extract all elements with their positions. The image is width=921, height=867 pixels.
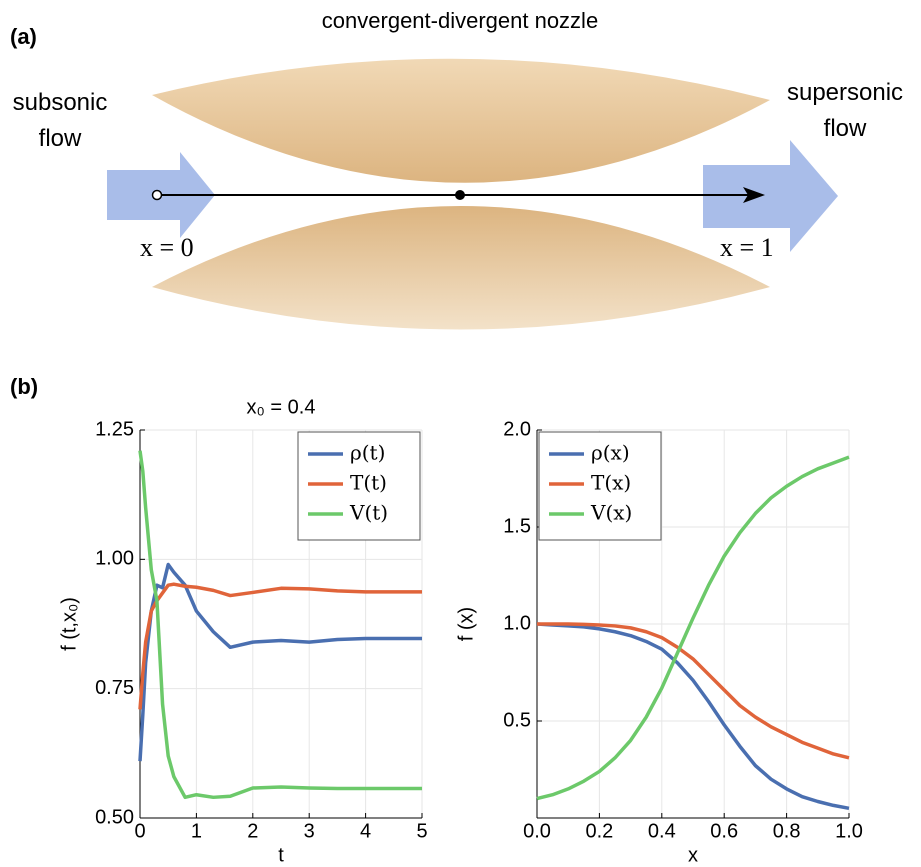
x-tick-label: 0 — [134, 820, 145, 842]
x-axis-label: t — [278, 844, 284, 866]
y-axis-label: f (t,x₀) — [58, 597, 80, 651]
y-tick-label: 0.5 — [503, 709, 531, 731]
x-tick-label: 0.2 — [585, 820, 613, 842]
panel-label: (b) — [10, 374, 38, 399]
legend-label: V(x) — [590, 501, 632, 525]
legend-label: T(t) — [350, 471, 387, 495]
end-label: x = 1 — [720, 233, 774, 262]
line-series — [138, 450, 422, 800]
line-series — [536, 622, 850, 811]
line-series — [537, 622, 850, 760]
chart-title: x₀ = 0.4 — [247, 396, 316, 418]
y-tick-label: 1.25 — [95, 418, 134, 440]
x-tick-label: 0.4 — [648, 820, 676, 842]
line-series — [138, 582, 422, 710]
legend-label: ρ(t) — [350, 441, 385, 465]
panel-label: (a) — [10, 24, 37, 49]
legend-box — [538, 431, 662, 541]
diagram-title: convergent-divergent nozzle — [322, 8, 598, 33]
legend-label: V(t) — [349, 501, 388, 525]
y-tick-label: 0.75 — [95, 677, 134, 699]
y-axis-label: f (x) — [455, 607, 477, 641]
x-tick-label: 4 — [360, 820, 371, 842]
inlet-label: subsonic flow — [12, 89, 108, 152]
y-tick-label: 1.0 — [503, 612, 531, 634]
x-tick-label: 0.6 — [710, 820, 738, 842]
x-axis-label: x — [688, 844, 698, 866]
y-tick-label: 1.5 — [503, 515, 531, 537]
start-point — [151, 189, 163, 201]
legend-box — [297, 431, 421, 541]
line-series — [536, 455, 850, 801]
y-tick-label: 1.00 — [95, 548, 134, 570]
throat-point — [455, 190, 465, 200]
nozzle-lower-wall — [152, 206, 770, 330]
outlet-label: supersonic flow — [786, 79, 904, 142]
axis-arrowhead — [743, 187, 765, 203]
x-tick-label: 3 — [304, 820, 315, 842]
start-label: x = 0 — [140, 233, 194, 262]
legend-label: T(x) — [591, 471, 631, 495]
x-tick-label: 1 — [191, 820, 202, 842]
x-tick-label: 0.0 — [523, 820, 551, 842]
x-tick-label: 0.8 — [773, 820, 801, 842]
outlet-arrow — [703, 140, 838, 252]
y-tick-label: 0.50 — [95, 806, 134, 828]
x-tick-label: 1.0 — [835, 820, 863, 842]
x-tick-label: 5 — [416, 820, 427, 842]
line-series — [138, 562, 422, 762]
y-tick-label: 2.0 — [503, 418, 531, 440]
nozzle-upper-wall — [152, 58, 770, 183]
x-tick-label: 2 — [247, 820, 258, 842]
legend-label: ρ(x) — [591, 441, 630, 465]
